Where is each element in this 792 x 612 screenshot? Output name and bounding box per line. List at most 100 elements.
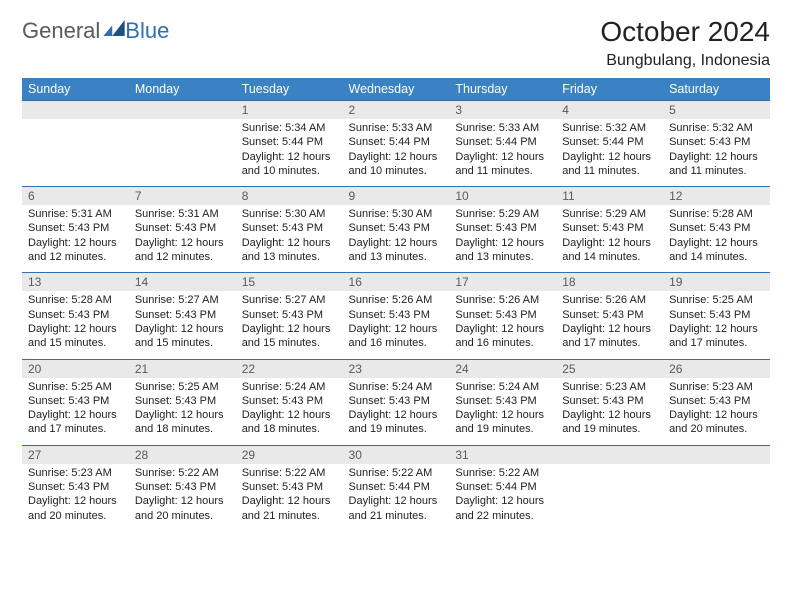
day-cell: Sunrise: 5:30 AMSunset: 5:43 PMDaylight:… — [343, 205, 450, 273]
day-cell-body — [129, 119, 236, 186]
daylight-text: Daylight: 12 hours and 19 minutes. — [562, 408, 657, 437]
day-cell: Sunrise: 5:22 AMSunset: 5:43 PMDaylight:… — [129, 464, 236, 531]
day-cell-body: Sunrise: 5:24 AMSunset: 5:43 PMDaylight:… — [343, 378, 450, 445]
logo-text-blue: Blue — [125, 18, 169, 44]
sunrise-text: Sunrise: 5:24 AM — [242, 380, 337, 394]
day-number: 3 — [449, 101, 556, 119]
day-cell-body: Sunrise: 5:28 AMSunset: 5:43 PMDaylight:… — [22, 291, 129, 358]
day-cell-body: Sunrise: 5:22 AMSunset: 5:44 PMDaylight:… — [449, 464, 556, 531]
day-cell: Sunrise: 5:25 AMSunset: 5:43 PMDaylight:… — [663, 291, 770, 359]
sunset-text: Sunset: 5:43 PM — [562, 308, 657, 322]
daynum-cell: 13 — [22, 273, 129, 292]
sunset-text: Sunset: 5:44 PM — [349, 135, 444, 149]
sunrise-text: Sunrise: 5:29 AM — [562, 207, 657, 221]
sunset-text: Sunset: 5:43 PM — [242, 221, 337, 235]
sunset-text: Sunset: 5:43 PM — [455, 394, 550, 408]
daylight-text: Daylight: 12 hours and 13 minutes. — [455, 236, 550, 265]
sunset-text: Sunset: 5:43 PM — [135, 480, 230, 494]
sunset-text: Sunset: 5:43 PM — [135, 221, 230, 235]
daylight-text: Daylight: 12 hours and 15 minutes. — [135, 322, 230, 351]
day-cell-body: Sunrise: 5:30 AMSunset: 5:43 PMDaylight:… — [236, 205, 343, 272]
day-cell-body: Sunrise: 5:27 AMSunset: 5:43 PMDaylight:… — [236, 291, 343, 358]
day-cell-body: Sunrise: 5:29 AMSunset: 5:43 PMDaylight:… — [449, 205, 556, 272]
sunrise-text: Sunrise: 5:22 AM — [455, 466, 550, 480]
daynum-cell: 26 — [663, 359, 770, 378]
daylight-text: Daylight: 12 hours and 22 minutes. — [455, 494, 550, 523]
day-cell-body — [556, 464, 663, 531]
day-number: 22 — [236, 360, 343, 378]
daynum-row: 13141516171819 — [22, 273, 770, 292]
sunset-text: Sunset: 5:44 PM — [349, 480, 444, 494]
day-cell: Sunrise: 5:26 AMSunset: 5:43 PMDaylight:… — [449, 291, 556, 359]
sunrise-text: Sunrise: 5:23 AM — [669, 380, 764, 394]
daynum-cell: 28 — [129, 445, 236, 464]
sunrise-text: Sunrise: 5:26 AM — [562, 293, 657, 307]
day-number: 18 — [556, 273, 663, 291]
day-cell: Sunrise: 5:23 AMSunset: 5:43 PMDaylight:… — [663, 378, 770, 446]
sunrise-text: Sunrise: 5:28 AM — [669, 207, 764, 221]
daynum-cell: 12 — [663, 187, 770, 206]
day-number: 19 — [663, 273, 770, 291]
day-cell: Sunrise: 5:32 AMSunset: 5:44 PMDaylight:… — [556, 119, 663, 187]
daylight-text: Daylight: 12 hours and 16 minutes. — [455, 322, 550, 351]
day-number: 29 — [236, 446, 343, 464]
sunrise-text: Sunrise: 5:25 AM — [135, 380, 230, 394]
daynum-row: 20212223242526 — [22, 359, 770, 378]
day-number: 25 — [556, 360, 663, 378]
sunrise-text: Sunrise: 5:27 AM — [135, 293, 230, 307]
sunrise-text: Sunrise: 5:23 AM — [562, 380, 657, 394]
day-cell: Sunrise: 5:28 AMSunset: 5:43 PMDaylight:… — [663, 205, 770, 273]
weekday-wednesday: Wednesday — [343, 78, 450, 101]
day-cell: Sunrise: 5:24 AMSunset: 5:43 PMDaylight:… — [343, 378, 450, 446]
sunrise-text: Sunrise: 5:29 AM — [455, 207, 550, 221]
day-cell: Sunrise: 5:22 AMSunset: 5:43 PMDaylight:… — [236, 464, 343, 531]
daynum-cell: 9 — [343, 187, 450, 206]
sunset-text: Sunset: 5:44 PM — [242, 135, 337, 149]
weekday-sunday: Sunday — [22, 78, 129, 101]
body-row: Sunrise: 5:23 AMSunset: 5:43 PMDaylight:… — [22, 464, 770, 531]
day-number — [22, 101, 129, 119]
sunset-text: Sunset: 5:43 PM — [349, 308, 444, 322]
day-number: 15 — [236, 273, 343, 291]
sunset-text: Sunset: 5:44 PM — [562, 135, 657, 149]
day-number — [556, 446, 663, 464]
day-cell: Sunrise: 5:31 AMSunset: 5:43 PMDaylight:… — [129, 205, 236, 273]
day-number: 14 — [129, 273, 236, 291]
sunset-text: Sunset: 5:43 PM — [349, 221, 444, 235]
day-cell: Sunrise: 5:33 AMSunset: 5:44 PMDaylight:… — [449, 119, 556, 187]
day-cell-body — [663, 464, 770, 531]
sunset-text: Sunset: 5:43 PM — [669, 135, 764, 149]
day-cell-body: Sunrise: 5:26 AMSunset: 5:43 PMDaylight:… — [343, 291, 450, 358]
day-cell-body: Sunrise: 5:22 AMSunset: 5:43 PMDaylight:… — [236, 464, 343, 531]
logo-text-general: General — [22, 18, 100, 44]
sunrise-text: Sunrise: 5:22 AM — [135, 466, 230, 480]
daynum-cell: 2 — [343, 101, 450, 120]
daylight-text: Daylight: 12 hours and 11 minutes. — [455, 150, 550, 179]
sunset-text: Sunset: 5:43 PM — [562, 394, 657, 408]
day-cell-body: Sunrise: 5:23 AMSunset: 5:43 PMDaylight:… — [556, 378, 663, 445]
weekday-saturday: Saturday — [663, 78, 770, 101]
daynum-cell: 29 — [236, 445, 343, 464]
daylight-text: Daylight: 12 hours and 12 minutes. — [135, 236, 230, 265]
daylight-text: Daylight: 12 hours and 17 minutes. — [562, 322, 657, 351]
daylight-text: Daylight: 12 hours and 13 minutes. — [242, 236, 337, 265]
daynum-cell: 4 — [556, 101, 663, 120]
daylight-text: Daylight: 12 hours and 10 minutes. — [242, 150, 337, 179]
daynum-cell: 6 — [22, 187, 129, 206]
sunrise-text: Sunrise: 5:26 AM — [455, 293, 550, 307]
sunrise-text: Sunrise: 5:22 AM — [242, 466, 337, 480]
logo: General Blue — [22, 18, 169, 44]
daylight-text: Daylight: 12 hours and 21 minutes. — [349, 494, 444, 523]
day-cell-body: Sunrise: 5:23 AMSunset: 5:43 PMDaylight:… — [22, 464, 129, 531]
day-cell — [22, 119, 129, 187]
location: Bungbulang, Indonesia — [600, 52, 770, 70]
day-cell-body: Sunrise: 5:27 AMSunset: 5:43 PMDaylight:… — [129, 291, 236, 358]
day-number: 9 — [343, 187, 450, 205]
day-number: 13 — [22, 273, 129, 291]
weekday-header-row: Sunday Monday Tuesday Wednesday Thursday… — [22, 78, 770, 101]
daynum-cell: 22 — [236, 359, 343, 378]
daylight-text: Daylight: 12 hours and 19 minutes. — [349, 408, 444, 437]
daynum-cell: 20 — [22, 359, 129, 378]
daylight-text: Daylight: 12 hours and 17 minutes. — [669, 322, 764, 351]
sunrise-text: Sunrise: 5:24 AM — [455, 380, 550, 394]
